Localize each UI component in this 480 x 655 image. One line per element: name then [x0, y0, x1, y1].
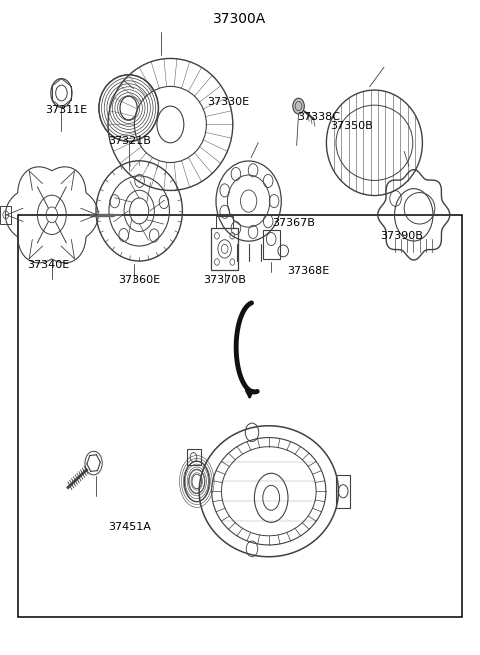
Bar: [336, 475, 350, 508]
Text: 37321B: 37321B: [108, 136, 151, 146]
Text: 37350B: 37350B: [330, 121, 373, 131]
Text: 37338C: 37338C: [298, 111, 341, 122]
Bar: [263, 230, 280, 259]
Bar: [0, 206, 11, 224]
Circle shape: [293, 98, 304, 114]
Text: 37340E: 37340E: [27, 259, 69, 270]
Text: 37300A: 37300A: [214, 12, 266, 26]
Text: 37368E: 37368E: [287, 266, 329, 276]
Text: 37360E: 37360E: [118, 275, 160, 286]
Bar: [211, 227, 238, 270]
Text: 37330E: 37330E: [207, 96, 249, 107]
Text: 37311E: 37311E: [45, 105, 87, 115]
Bar: [187, 449, 201, 465]
Text: 37370B: 37370B: [203, 275, 246, 286]
Text: 37451A: 37451A: [108, 521, 151, 532]
Bar: [18, 215, 462, 617]
Bar: [216, 216, 233, 228]
Text: 37390B: 37390B: [381, 231, 423, 241]
Text: 37367B: 37367B: [273, 217, 315, 228]
